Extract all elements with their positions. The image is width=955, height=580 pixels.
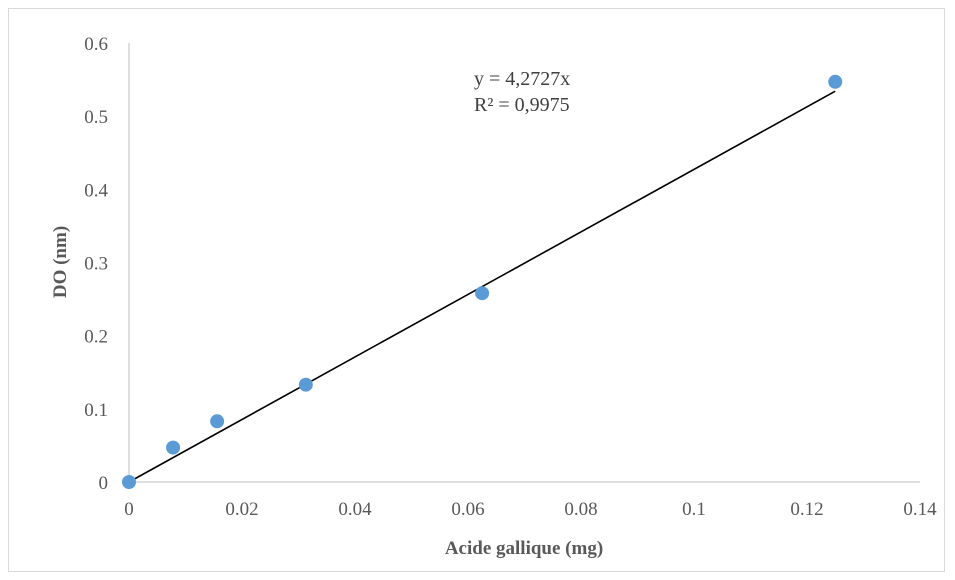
tick-labels: 0 0.02 0.04 0.06 0.08 0.1 0.12 0.14 0 0.1 0.2 0.3 0.… — [84, 34, 937, 520]
y-axis-title: DO (nm) — [50, 226, 71, 298]
data-point — [828, 74, 843, 89]
x-tick-label: 0.1 — [682, 499, 706, 520]
r-squared-label: R² = 0,9975 — [474, 94, 570, 116]
y-tick-label: 0.5 — [84, 107, 108, 128]
data-points — [122, 74, 843, 489]
y-tick-label: 0.6 — [84, 34, 108, 55]
data-point — [210, 414, 225, 429]
x-tick-label: 0.14 — [903, 499, 937, 520]
x-tick-label: 0 — [124, 499, 134, 520]
y-tick-label: 0.4 — [84, 180, 108, 201]
y-tick-label: 0.1 — [84, 400, 108, 421]
data-point — [166, 440, 181, 455]
y-tick-label: 0.2 — [84, 327, 108, 348]
x-tick-label: 0.04 — [338, 499, 372, 520]
x-tick-label: 0.12 — [790, 499, 823, 520]
x-tick-label: 0.02 — [225, 499, 258, 520]
axes — [128, 43, 920, 483]
y-tick-label: 0 — [99, 473, 109, 494]
trendline-equation: y = 4,2727x — [474, 68, 570, 90]
x-tick-label: 0.06 — [451, 499, 484, 520]
x-tick-label: 0.08 — [564, 499, 597, 520]
data-point — [475, 286, 490, 301]
x-axis-title: Acide gallique (mg) — [445, 538, 603, 559]
data-point — [122, 475, 136, 489]
data-point — [298, 377, 313, 392]
y-tick-label: 0.3 — [84, 254, 108, 275]
